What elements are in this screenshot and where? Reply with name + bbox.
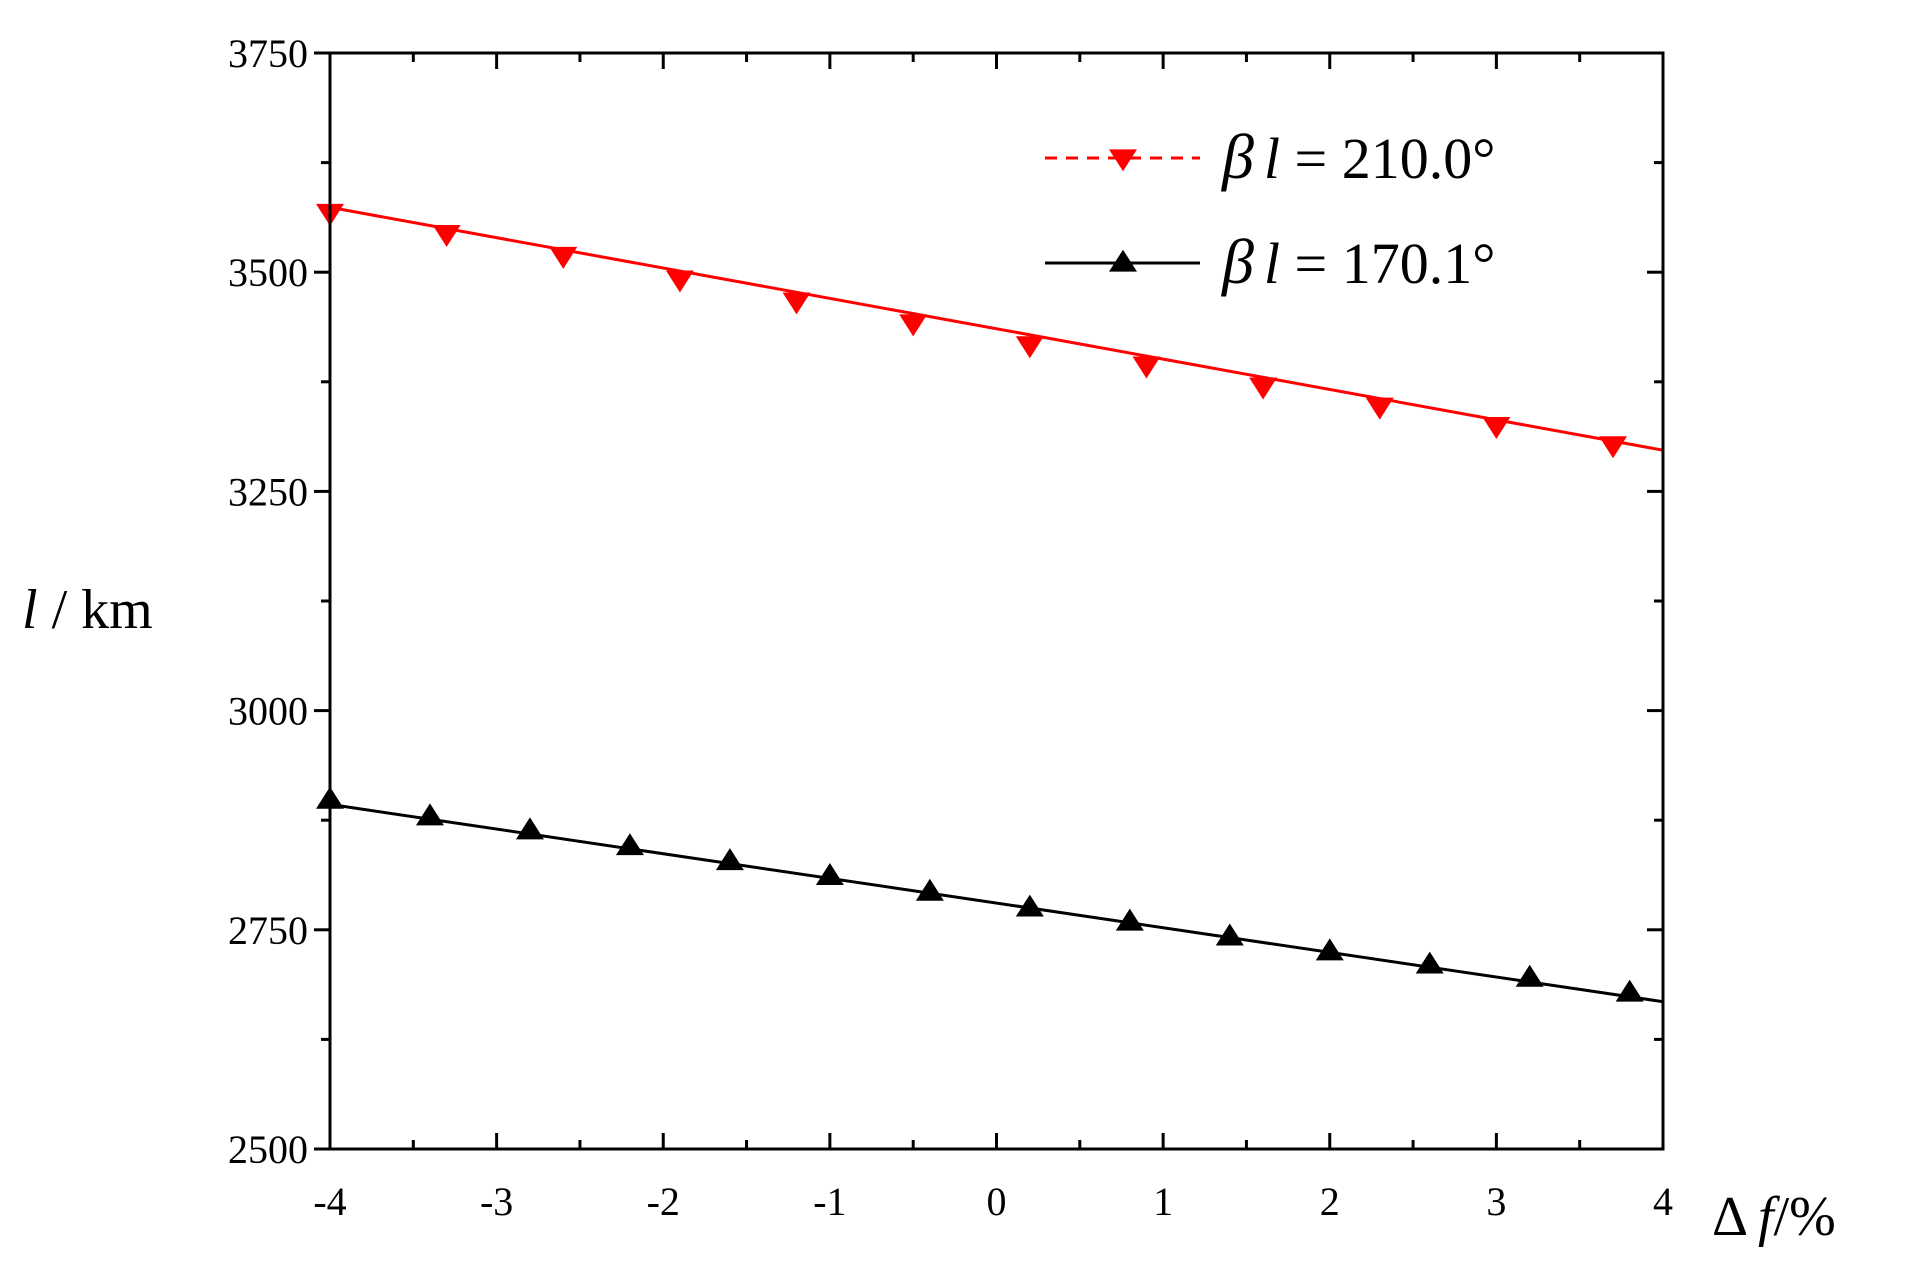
plot-frame [328,51,1665,1151]
plot-series [316,203,1664,1004]
y-tick-label: 3500 [228,250,308,295]
x-tick-label: 4 [1653,1179,1673,1224]
y-axis-label-italic: l [22,579,38,641]
y-axis-label: l / km [22,579,153,641]
series-2 [316,786,1664,1004]
y-tick-label: 2750 [228,908,308,953]
data-point [1215,923,1244,946]
data-point [415,803,444,826]
data-point [1015,336,1044,359]
y-tick-label: 3250 [228,469,308,514]
x-tick-label: -1 [813,1179,846,1224]
data-point [1249,377,1278,400]
data-point [615,833,644,856]
y-tick-label: 3000 [228,689,308,734]
data-point [432,224,461,247]
data-point [715,848,744,871]
data-point [549,246,578,269]
data-point [1482,416,1511,439]
data-point [1315,938,1344,961]
x-axis-label-greek: Δ [1712,1186,1748,1248]
data-point [515,817,544,840]
data-point [1015,894,1044,917]
y-tick-label: 2500 [228,1127,308,1172]
data-point [1615,979,1644,1002]
x-axis-label-suffix: /% [1774,1186,1836,1248]
x-tick-label: 2 [1320,1179,1340,1224]
x-tick-label: 3 [1486,1179,1506,1224]
y-tick-label: 3750 [228,31,308,76]
data-point [1115,908,1144,931]
x-tick-label: -4 [313,1179,346,1224]
data-point [915,878,944,901]
data-point [899,314,928,337]
x-tick-label: -2 [647,1179,680,1224]
data-point [1415,951,1444,974]
x-tick-label: 1 [1153,1179,1173,1224]
data-point [1515,964,1544,987]
data-point [665,270,694,293]
series-1 [316,203,1664,459]
axis-ticks [314,51,1665,1151]
data-point [1132,356,1161,379]
tick-labels: -4 -3 -2 -1 0 1 2 3 4 2500 2750 3000 3250 3500 3750 [228,31,1673,1224]
legend-marker [1109,149,1137,172]
x-tick-label: 0 [987,1179,1007,1224]
data-point [815,863,844,885]
data-point [1365,397,1394,420]
series-line [329,802,1664,1004]
legend-marker [1109,249,1137,272]
x-tick-label: -3 [480,1179,513,1224]
data-point [782,292,811,315]
data-point [1599,436,1628,459]
y-axis-label-suffix: / km [38,579,153,641]
